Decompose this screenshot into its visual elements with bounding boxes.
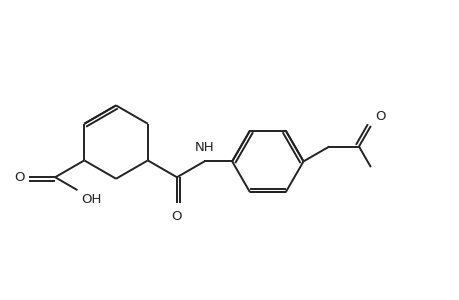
Text: O: O [171,210,182,223]
Text: OH: OH [81,193,101,206]
Text: O: O [14,171,24,184]
Text: O: O [374,110,385,123]
Text: NH: NH [194,142,214,154]
